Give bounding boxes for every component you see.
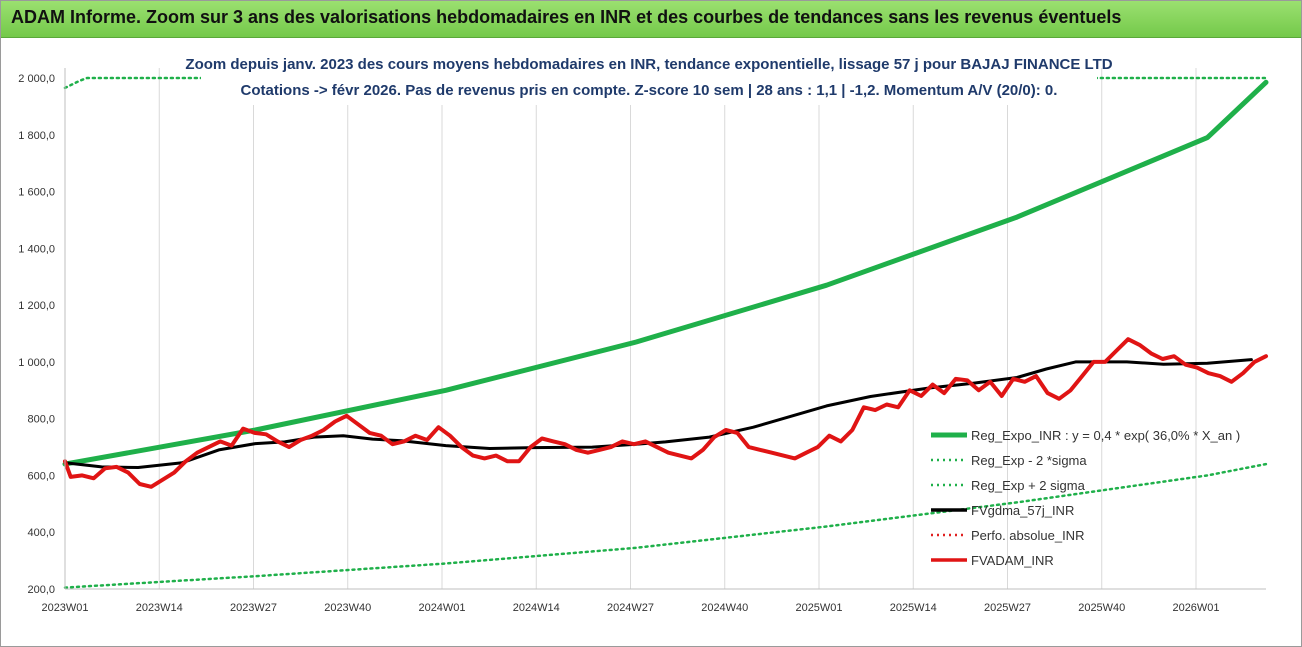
series-line-0	[62, 79, 1269, 467]
x-tick-label: 2024W40	[701, 602, 748, 614]
legend-label: FVADAM_INR	[971, 553, 1054, 568]
y-tick-label: 1 600,0	[18, 187, 55, 199]
x-tick-label: 2025W40	[1078, 602, 1125, 614]
legend-label: Reg_Exp - 2 *sigma	[971, 453, 1087, 468]
x-tick-label: 2023W27	[230, 602, 277, 614]
y-tick-label: 1 800,0	[18, 130, 55, 142]
series-line-3	[63, 358, 1253, 469]
y-tick-label: 200,0	[27, 584, 55, 596]
chart-title: Zoom depuis janv. 2023 des cours moyens …	[185, 56, 1112, 73]
x-tick-label: 2024W01	[418, 602, 465, 614]
y-tick-label: 800,0	[27, 414, 55, 426]
series-layer	[62, 76, 1269, 589]
x-tick-label: 2025W14	[890, 602, 937, 614]
x-tick-label: 2023W14	[136, 602, 183, 614]
axis-layer: 2023W01 2023W14 2023W27 2023W40 2024W01 2024W…	[18, 49, 1266, 614]
grid-layer	[64, 68, 1197, 589]
y-tick-label: 1 200,0	[18, 300, 55, 312]
x-tick-label: 2025W01	[795, 602, 842, 614]
series-line-1	[63, 462, 1268, 589]
chart: 2023W01 2023W14 2023W27 2023W40 2024W01 2024W…	[18, 49, 1269, 614]
banner: ADAM Informe. Zoom sur 3 ans des valoris…	[1, 1, 1301, 38]
x-tick-label: 2026W01	[1172, 602, 1219, 614]
y-tick-label: 2 000,0	[18, 73, 55, 85]
legend-label: Perfo. absolue_INR	[971, 528, 1084, 543]
x-tick-label: 2024W14	[513, 602, 560, 614]
y-tick-label: 400,0	[27, 527, 55, 539]
x-tick-label: 2023W40	[324, 602, 371, 614]
banner-title: ADAM Informe. Zoom sur 3 ans des valoris…	[11, 7, 1122, 27]
legend: Reg_Expo_INR : y = 0,4 * exp( 36,0% * X_…	[931, 428, 1240, 568]
x-tick-label: 2025W27	[984, 602, 1031, 614]
y-tick-label: 1 400,0	[18, 243, 55, 255]
legend-label: Reg_Expo_INR : y = 0,4 * exp( 36,0% * X_…	[971, 428, 1240, 443]
x-tick-label: 2024W27	[607, 602, 654, 614]
title-backdrop	[201, 49, 1097, 105]
series-line-5	[63, 337, 1268, 489]
y-tick-label: 1 000,0	[18, 357, 55, 369]
legend-label: FVgdma_57j_INR	[971, 503, 1074, 518]
x-tick-label: 2023W01	[41, 602, 88, 614]
legend-label: Reg_Exp + 2 sigma	[971, 478, 1086, 493]
y-tick-label: 600,0	[27, 470, 55, 482]
chart-subtitle: Cotations -> févr 2026. Pas de revenus p…	[241, 82, 1058, 99]
